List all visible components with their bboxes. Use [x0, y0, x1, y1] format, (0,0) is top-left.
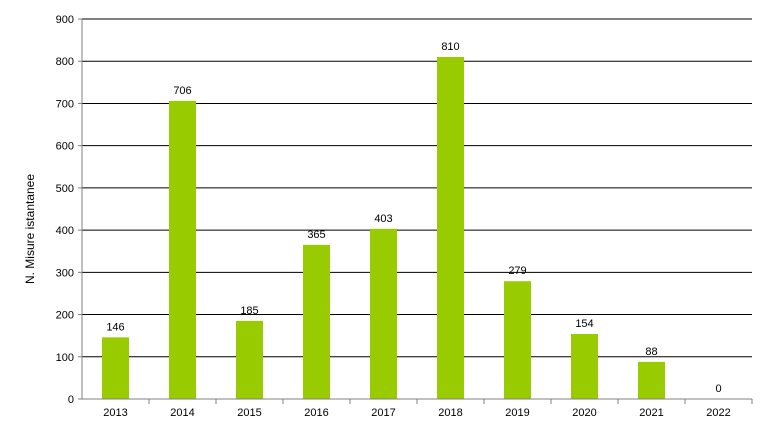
bar-2017 — [370, 228, 397, 399]
y-tick-label: 800 — [56, 56, 74, 68]
x-tick-label: 2017 — [371, 407, 395, 419]
bar-2018 — [437, 57, 464, 399]
data-label-2014: 706 — [173, 85, 191, 97]
bar-2014 — [169, 100, 196, 400]
bar-2013 — [102, 337, 129, 399]
x-tick-label: 2014 — [170, 407, 194, 419]
y-tick-label: 600 — [56, 141, 74, 153]
data-label-2021: 88 — [645, 346, 657, 358]
data-label-2020: 154 — [575, 318, 593, 330]
x-tick-label: 2015 — [237, 407, 261, 419]
x-tick-label: 2022 — [706, 407, 730, 419]
bar-2019 — [504, 281, 531, 399]
x-tick-labels: 2013 2014 2015 2016 2017 2018 2019 2020 2021 2022 — [103, 407, 730, 419]
data-labels: 146 706 185 365 403 810 279 154 88 0 — [106, 41, 721, 395]
data-label-2017: 403 — [374, 213, 392, 225]
y-tick-label: 0 — [68, 394, 74, 406]
bar-2015 — [236, 320, 263, 399]
axes — [78, 18, 753, 404]
y-tick-label: 700 — [56, 98, 74, 110]
x-tick-label: 2018 — [438, 407, 462, 419]
y-tick-label: 500 — [56, 183, 74, 195]
x-tick-label: 2013 — [103, 407, 127, 419]
data-label-2013: 146 — [106, 321, 124, 333]
y-axis-title: N. Misure istantanee — [23, 174, 37, 284]
y-tick-label: 400 — [56, 225, 74, 237]
bar-2020 — [571, 333, 598, 399]
x-tick-label: 2020 — [572, 407, 596, 419]
data-label-2016: 365 — [307, 229, 325, 241]
data-label-2022: 0 — [715, 383, 721, 395]
bars — [102, 57, 665, 400]
x-tick-label: 2021 — [639, 407, 663, 419]
y-tick-label: 900 — [56, 14, 74, 26]
y-tick-labels: 0 100 200 300 400 500 600 700 800 900 — [56, 14, 74, 406]
y-tick-label: 300 — [56, 267, 74, 279]
y-tick-label: 100 — [56, 352, 74, 364]
bar-2021 — [638, 361, 665, 399]
bar-2016 — [303, 244, 330, 399]
x-tick-label: 2019 — [505, 407, 529, 419]
x-tick-label: 2016 — [304, 407, 328, 419]
data-label-2015: 185 — [240, 305, 258, 317]
data-label-2018: 810 — [441, 41, 459, 53]
y-tick-label: 200 — [56, 310, 74, 322]
data-label-2019: 279 — [508, 265, 526, 277]
